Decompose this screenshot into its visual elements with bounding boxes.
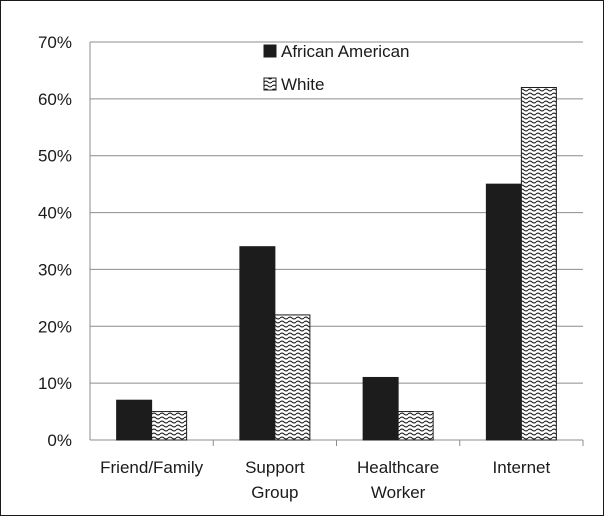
category-label: Group (251, 483, 298, 502)
bar-white (397, 411, 434, 441)
legend: African American White (263, 42, 410, 94)
legend-swatch (263, 44, 277, 58)
category-label: Internet (493, 458, 551, 477)
legend-swatch (263, 77, 277, 91)
category-label: Healthcare (357, 458, 439, 477)
bar-african-american (116, 399, 153, 441)
y-tick-label: 10% (38, 374, 72, 393)
bar-white (151, 411, 188, 441)
y-tick-label: 70% (38, 33, 72, 52)
bar-white (520, 86, 557, 441)
bars (116, 86, 557, 441)
legend-label: African American (281, 42, 410, 61)
y-tick-label: 60% (38, 90, 72, 109)
bar-white (274, 314, 311, 441)
category-labels: Friend/Family Support Group Healthcare Worke… (100, 458, 550, 502)
category-label: Worker (371, 483, 426, 502)
y-tick-labels: 0% 10% 20% 30% 40% 50% 60% 70% (38, 33, 72, 450)
y-tick-label: 0% (47, 431, 72, 450)
bar-african-american (485, 183, 522, 441)
y-tick-label: 40% (38, 204, 72, 223)
legend-label: White (281, 75, 324, 94)
category-label: Friend/Family (100, 458, 203, 477)
bar-african-american (239, 246, 276, 441)
y-tick-label: 50% (38, 147, 72, 166)
category-label: Support (245, 458, 305, 477)
y-tick-label: 30% (38, 260, 72, 279)
y-tick-label: 20% (38, 317, 72, 336)
bar-african-american (362, 376, 399, 441)
